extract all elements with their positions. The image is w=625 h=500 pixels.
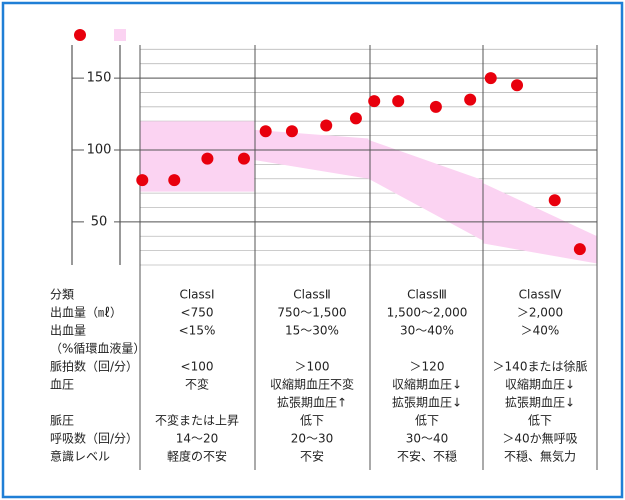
table-cell: 拡張期血圧↓ (392, 396, 462, 410)
legend-marker (74, 29, 86, 41)
table-cell: 20～30 (291, 432, 334, 446)
pulse-dot (349, 112, 362, 125)
table-cell: 軽度の不安 (167, 449, 227, 464)
pulse-dot (237, 152, 250, 165)
pulse-dot (285, 125, 298, 138)
table-cell: 750～1,500 (277, 306, 346, 320)
table-cell: 低下 (415, 414, 439, 428)
table-cell: ClassⅡ (293, 288, 330, 302)
table-cell: 不変または上昇 (155, 413, 239, 428)
legend-marker (114, 29, 126, 41)
table-cell: 14～20 (176, 432, 219, 446)
pulse-dot (320, 119, 333, 132)
table-cell: 不安 (300, 449, 324, 464)
table-cell: 30～40 (406, 432, 449, 446)
table-cell: 1,500～2,000 (387, 306, 468, 320)
table-cell: <750 (181, 306, 214, 320)
table-cell: ClassⅣ (519, 288, 562, 302)
table-cell: <15% (179, 324, 216, 338)
row-label: 脈圧 (50, 414, 74, 428)
table-cell: ＞100 (295, 360, 330, 374)
pulse-dot (548, 194, 561, 207)
table-cell: 拡張期血圧↑ (277, 396, 347, 410)
table-cell: 不穏、無気力 (504, 449, 576, 464)
pulse-dot (429, 100, 442, 113)
table-cell: 不安、不穏 (397, 449, 457, 464)
pulse-dot (573, 243, 586, 256)
y-tick-label: 100 (87, 142, 112, 157)
table-cell: ＞40か無呼吸 (502, 431, 577, 446)
pulse-dot (168, 174, 181, 187)
pulse-dot (484, 72, 497, 85)
tick-label-bg (84, 70, 114, 87)
table-cell: 30～40% (400, 324, 454, 338)
table-cell: ClassⅢ (407, 288, 447, 302)
row-label: 血圧 (50, 378, 74, 392)
row-label: 呼吸数（回/分） (50, 431, 138, 446)
pulse-dot (464, 93, 477, 106)
pulse-dot (368, 95, 381, 108)
row-label: 出血量 (50, 324, 86, 338)
table-cell: 収縮期血圧↓ (392, 377, 462, 392)
tick-label-bg (84, 141, 114, 158)
pulse-dot (259, 125, 272, 138)
pulse-dot (201, 152, 214, 165)
table-cell: ＞40% (521, 324, 560, 338)
table-cell: 収縮期血圧不変 (270, 377, 354, 392)
y-tick-label: 150 (87, 71, 112, 86)
pressure-band (140, 121, 597, 264)
row-label: （%循環血液量） (50, 341, 145, 356)
table-cell: ClassⅠ (179, 288, 214, 302)
table-cell: 低下 (300, 414, 324, 428)
y-tick-label: 50 (91, 214, 108, 229)
row-label: 脈拍数（回/分） (50, 359, 138, 374)
table-cell: 15～30% (285, 324, 339, 338)
table-cell: ＞120 (410, 360, 445, 374)
row-label: 出血量（㎖） (50, 306, 122, 320)
table-cell: ＞2,000 (517, 306, 563, 320)
pulse-dot (511, 79, 524, 92)
table-cell: 収縮期血圧↓ (505, 377, 575, 392)
table-cell: 低下 (528, 414, 552, 428)
tick-label-bg (84, 213, 114, 230)
table-cell: <100 (181, 360, 214, 374)
row-label: 分類 (50, 288, 74, 302)
table-cell: 不変 (185, 377, 209, 392)
pulse-dot (392, 95, 405, 108)
table-cell: ＞140または徐脈 (493, 359, 588, 374)
table-cell: 拡張期血圧↓ (505, 396, 575, 410)
pulse-dot (136, 174, 149, 187)
row-label: 意識レベル (50, 449, 110, 464)
